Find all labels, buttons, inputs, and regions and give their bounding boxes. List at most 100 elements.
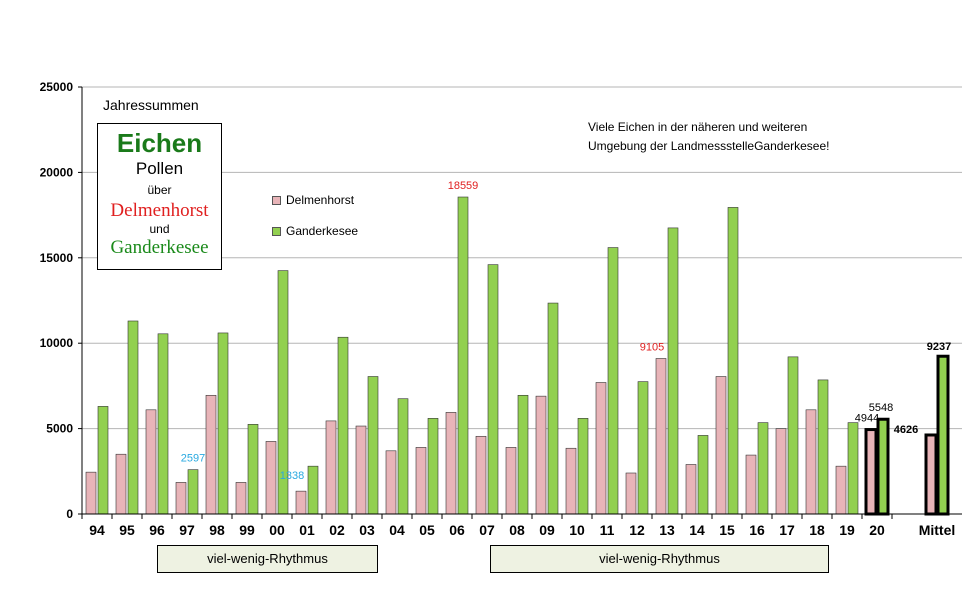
x-tick-label: 16: [749, 522, 765, 538]
legend-info-box: Eichen Pollen über Delmenhorst und Gande…: [97, 123, 222, 270]
bar-ganderkesee-94: [97, 406, 109, 515]
x-tick-label: 10: [569, 522, 585, 538]
bar-ganderkesee-09: [547, 302, 559, 515]
bar-ganderkesee-01: [307, 465, 319, 515]
y-tick-label: 25000: [40, 80, 74, 94]
x-tick-label: 17: [779, 522, 795, 538]
x-tick-label: 04: [389, 522, 405, 538]
bar-delmenhorst-05: [415, 447, 427, 515]
x-tick-label: 98: [209, 522, 225, 538]
bar-ganderkesee-05: [427, 418, 439, 515]
legend-entry-ganderkesee: Ganderkesee: [272, 224, 358, 238]
bar-ganderkesee-13: [667, 227, 679, 515]
bar-ganderkesee-06: [457, 196, 469, 515]
y-tick-label: 0: [66, 507, 73, 521]
bar-ganderkesee-04: [397, 398, 409, 515]
legend-label-ganderkesee: Ganderkesee: [286, 224, 359, 238]
legend-swatch-ganderkesee: [272, 227, 281, 237]
bar-delmenhorst-99: [235, 482, 247, 515]
x-tick-label: 11: [600, 522, 615, 538]
bar-delmenhorst-14: [685, 464, 697, 515]
x-tick-label: 94: [89, 522, 105, 538]
x-tick-label: 07: [479, 522, 495, 538]
x-tick-label: 03: [359, 522, 375, 538]
data-label-97-1: 2597: [181, 453, 205, 465]
legend-box-city1: Delmenhorst: [110, 200, 209, 221]
x-tick-label: 00: [269, 522, 285, 538]
bar-delmenhorst-19: [835, 465, 847, 515]
bar-ganderkesee-12: [637, 381, 649, 515]
data-label-01-0: 1338: [280, 470, 304, 482]
bar-ganderkesee-95: [127, 320, 139, 515]
data-label-06-1: 18559: [448, 180, 479, 192]
x-tick-label: 13: [659, 522, 675, 538]
note-line1: Viele Eichen in der näheren und weiteren: [588, 120, 808, 134]
bar-ganderkesee-02: [337, 336, 349, 515]
bar-ganderkesee-18: [817, 379, 829, 515]
bar-ganderkesee-97: [187, 469, 199, 515]
x-tick-label: 05: [419, 522, 435, 538]
chart-title: Jahressummen: [103, 97, 199, 113]
bar-delmenhorst-10: [565, 447, 577, 515]
bar-ganderkesee-14: [697, 435, 709, 515]
bar-delmenhorst-06: [445, 412, 457, 515]
x-tick-label: 08: [509, 522, 525, 538]
bar-delmenhorst-20: [864, 428, 878, 516]
bar-ganderkesee-15: [727, 207, 739, 515]
bar-delmenhorst-15: [715, 376, 727, 515]
bar-delmenhorst-16: [745, 454, 757, 515]
data-label-20-1: 5548: [869, 402, 893, 414]
x-tick-label: 97: [179, 522, 195, 538]
bar-ganderkesee-16: [757, 422, 769, 515]
y-tick-label: 20000: [40, 165, 74, 179]
bar-delmenhorst-95: [115, 453, 127, 515]
bar-ganderkesee-11: [607, 247, 619, 515]
x-tick-label: 12: [629, 522, 645, 538]
x-tick-label: 18: [809, 522, 825, 538]
x-tick-label: Mittel: [919, 522, 956, 538]
bar-delmenhorst-94: [85, 471, 97, 515]
bar-ganderkesee-96: [157, 333, 169, 515]
bar-delmenhorst-11: [595, 382, 607, 515]
y-tick-label: 15000: [40, 251, 74, 265]
legend-swatch-delmenhorst: [272, 196, 281, 206]
legend-label-delmenhorst: Delmenhorst: [286, 193, 355, 207]
legend-box-title: Eichen: [116, 128, 203, 158]
bar-delmenhorst-02: [325, 420, 337, 515]
bar-delmenhorst-96: [145, 409, 157, 515]
bar-delmenhorst-13: [655, 358, 667, 515]
bar-ganderkesee-Mittel: [936, 354, 950, 516]
bar-ganderkesee-17: [787, 356, 799, 515]
x-tick-label: 09: [539, 522, 555, 538]
x-tick-label: 95: [119, 522, 135, 538]
bar-delmenhorst-98: [205, 394, 217, 515]
x-tick-label: 96: [149, 522, 165, 538]
bar-ganderkesee-20: [876, 417, 890, 516]
bar-ganderkesee-99: [247, 424, 259, 515]
rhythm-box-2: viel-wenig-Rhythmus: [490, 545, 829, 573]
x-tick-label: 99: [239, 522, 255, 538]
data-label-13-0: 9105: [640, 341, 664, 353]
note-line2: Umgebung der LandmessstelleGanderkesee!: [588, 139, 830, 153]
bar-delmenhorst-01: [295, 490, 307, 515]
bar-ganderkesee-10: [577, 418, 589, 515]
legend-box-city2: Ganderkesee: [110, 237, 209, 258]
legend-box-line5: und: [149, 222, 170, 236]
chart-note: Viele Eichen in der näheren und weiteren…: [588, 118, 829, 156]
x-tick-label: 19: [839, 522, 855, 538]
bar-ganderkesee-98: [217, 332, 229, 515]
x-tick-label: 06: [449, 522, 465, 538]
bar-delmenhorst-Mittel: [924, 433, 938, 516]
legend-entry-delmenhorst: Delmenhorst: [272, 193, 354, 207]
y-tick-label: 5000: [46, 422, 73, 436]
bar-delmenhorst-17: [775, 428, 787, 515]
legend-box-line3: über: [147, 183, 172, 197]
data-label-Mittel-1: 9237: [927, 341, 951, 353]
x-tick-label: 20: [869, 522, 885, 538]
bar-delmenhorst-07: [475, 435, 487, 515]
data-label-Mittel-0: 4626: [894, 424, 918, 436]
bar-ganderkesee-19: [847, 422, 859, 515]
x-tick-label: 14: [689, 522, 705, 538]
rhythm-box-1: viel-wenig-Rhythmus: [157, 545, 378, 573]
